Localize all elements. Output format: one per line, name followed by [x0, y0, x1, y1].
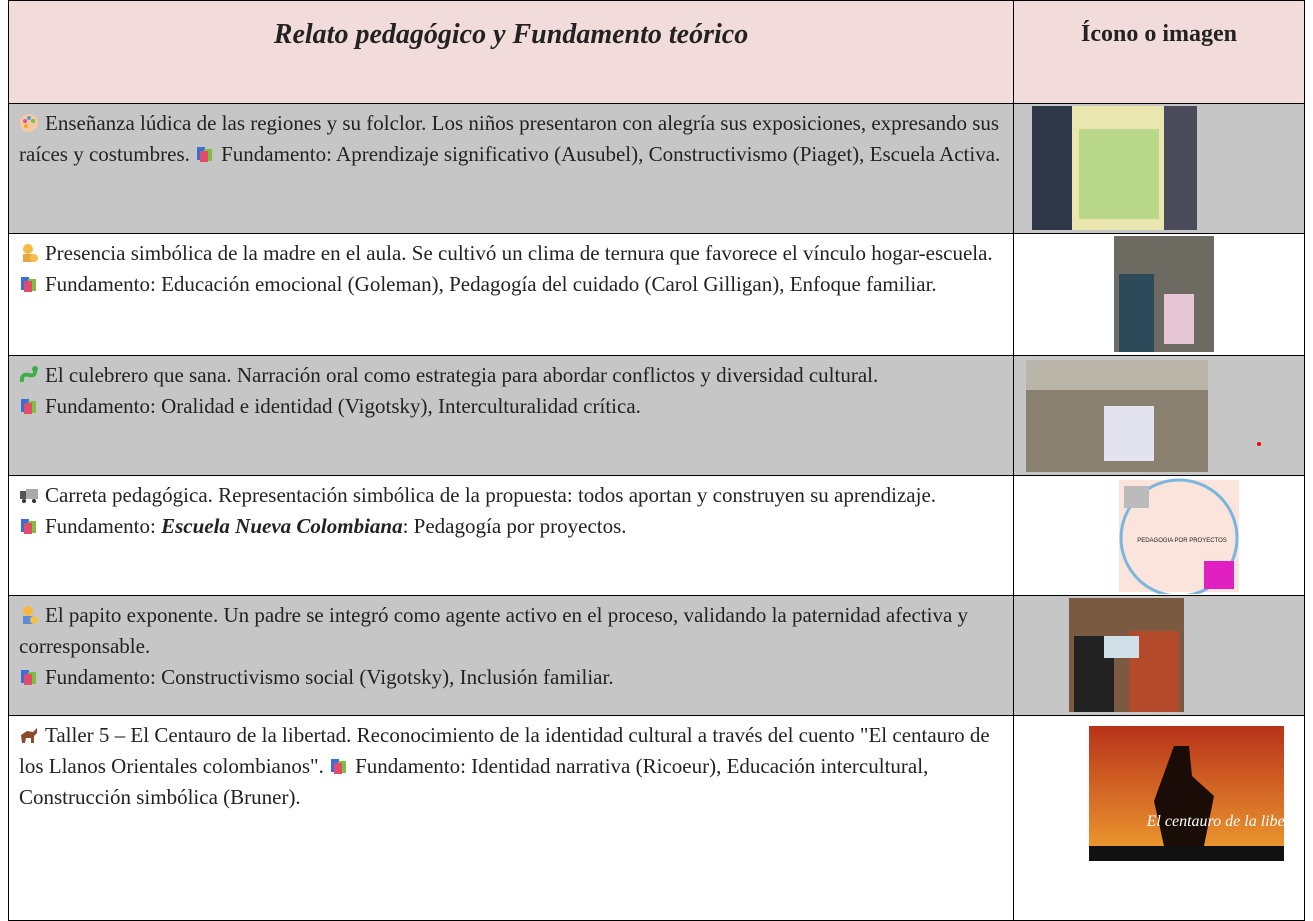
table: Relato pedagógico y Fundamento teórico Í…	[8, 0, 1305, 921]
truck-icon	[20, 489, 38, 503]
book-icon	[21, 399, 36, 414]
image-cell: PEDAGOGIA POR PROYECTOS	[1013, 475, 1305, 596]
father-icon	[23, 606, 38, 624]
book-icon	[21, 277, 36, 292]
book-icon	[21, 670, 36, 685]
image-cell	[1013, 103, 1305, 234]
row: El papito exponente. Un padre se integró…	[8, 595, 1305, 716]
image-cell: El centauro de la libertad	[1013, 715, 1305, 921]
image-text: PEDAGOGIA POR PROYECTOS	[1137, 538, 1227, 544]
snake-icon	[19, 366, 38, 383]
palette-icon	[20, 114, 38, 132]
image-cell	[1013, 595, 1305, 716]
cell: Taller 5 – El Centauro de la libertad. R…	[8, 715, 1014, 921]
header-row: Relato pedagógico y Fundamento teórico Í…	[8, 0, 1305, 104]
row-text: Carreta pedagógica. Representación simbó…	[45, 483, 937, 507]
horse-icon	[21, 728, 37, 743]
row-text: Presencia simbólica de la madre en el au…	[45, 241, 993, 265]
image-cell	[1013, 355, 1305, 476]
row-text: El culebrero que sana. Narración oral co…	[45, 363, 879, 387]
mother-icon	[23, 244, 38, 262]
row-text: Fundamento:	[45, 514, 162, 538]
row-text: El papito exponente. Un padre se integró…	[19, 603, 969, 658]
book-icon	[331, 759, 347, 774]
photo	[1114, 236, 1214, 352]
row-text: Fundamento: Constructivismo social (Vigo…	[45, 665, 614, 689]
header-image-column: Ícono o imagen	[1013, 0, 1305, 104]
row-text: Enseñanza lúdica de las regiones y su fo…	[19, 111, 1000, 166]
row: Presencia simbólica de la madre en el au…	[8, 233, 1305, 356]
cell: Presencia simbólica de la madre en el au…	[8, 233, 1014, 356]
photo	[1026, 360, 1261, 472]
cell: El papito exponente. Un padre se integró…	[8, 595, 1014, 716]
emphasis: Escuela Nueva Colombiana	[161, 514, 403, 538]
photo	[1069, 598, 1184, 712]
cell: Enseñanza lúdica de las regiones y su fo…	[8, 103, 1014, 234]
project-image: PEDAGOGIA POR PROYECTOS	[1119, 478, 1239, 594]
row-text: Taller 5 – El Centauro de la libertad. R…	[19, 723, 990, 778]
row: Enseñanza lúdica de las regiones y su fo…	[8, 103, 1305, 234]
row: Carreta pedagógica. Representación simbó…	[8, 475, 1305, 596]
row-text: Fundamento: Oralidad e identidad (Vigots…	[45, 394, 641, 418]
row-text: Fundamento: Educación emocional (Goleman…	[45, 272, 937, 296]
row: Taller 5 – El Centauro de la libertad. R…	[8, 715, 1305, 921]
cell: El culebrero que sana. Narración oral co…	[8, 355, 1014, 476]
image-cell	[1013, 233, 1305, 356]
image-text: El centauro de la libertad	[1146, 813, 1294, 830]
book-icon	[21, 519, 36, 534]
book-icon	[197, 147, 213, 162]
row-text: Fundamento: Identidad narrativa (Ricoeur…	[19, 754, 929, 809]
cell: Carreta pedagógica. Representación simbó…	[8, 475, 1014, 596]
photo	[1032, 106, 1197, 230]
row: El culebrero que sana. Narración oral co…	[8, 355, 1305, 476]
header-title: Relato pedagógico y Fundamento teórico	[8, 0, 1014, 104]
row-text: Fundamento: Aprendizaje significativo (A…	[221, 142, 1001, 166]
row-text: : Pedagogía por proyectos.	[402, 514, 627, 538]
video-thumbnail: El centauro de la libertad	[1089, 726, 1294, 861]
